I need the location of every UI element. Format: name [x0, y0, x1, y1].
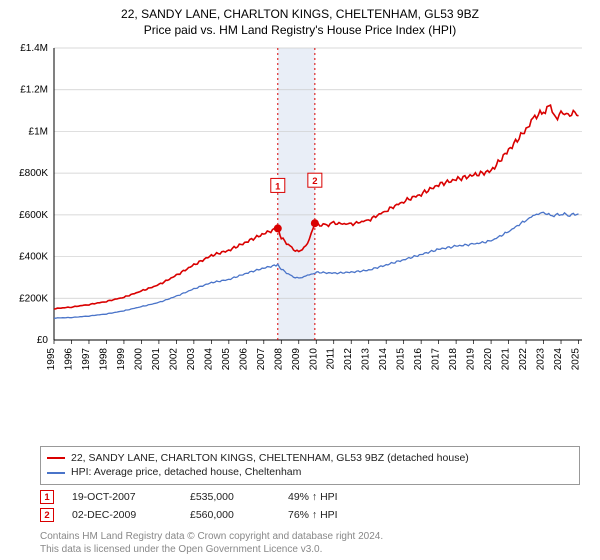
x-tick-label: 2024 — [553, 348, 564, 371]
x-tick-label: 2023 — [536, 348, 547, 371]
chart-container: 22, SANDY LANE, CHARLTON KINGS, CHELTENH… — [0, 0, 600, 560]
sale-date: 19-OCT-2007 — [72, 491, 172, 503]
x-tick-label: 2004 — [203, 348, 214, 371]
line-chart: £0 £200K £400K £600K £800K £1M £1.2M £1.4M 1995 1… — [10, 42, 588, 382]
x-tick-label: 1997 — [81, 348, 92, 371]
y-tick-label: £1.2M — [20, 85, 48, 96]
sale-marker-id: 1 — [275, 182, 281, 193]
x-tick-label: 1996 — [63, 348, 74, 371]
x-tick-label: 2010 — [308, 348, 319, 371]
x-tick-label: 2000 — [133, 348, 144, 371]
sale-price: £535,000 — [190, 491, 270, 503]
sale-hpi: 76% ↑ HPI — [288, 509, 338, 521]
legend-swatch — [47, 457, 65, 459]
y-tick-label: £1.4M — [20, 43, 48, 54]
x-tick-label: 2021 — [501, 348, 512, 371]
footer-line1: Contains HM Land Registry data © Crown c… — [40, 530, 580, 543]
legend: 22, SANDY LANE, CHARLTON KINGS, CHELTENH… — [40, 446, 580, 485]
x-tick-label: 2016 — [413, 348, 424, 371]
x-tick-label: 1995 — [46, 348, 57, 371]
shaded-band — [278, 48, 315, 340]
x-tick-label: 2019 — [466, 348, 477, 371]
x-tick-label: 2018 — [448, 348, 459, 371]
x-tick-label: 2002 — [168, 348, 179, 371]
sale-marker-id: 2 — [312, 177, 317, 188]
sale-date: 02-DEC-2009 — [72, 509, 172, 521]
series-price_paid — [54, 105, 579, 309]
y-tick-label: £800K — [19, 169, 48, 180]
x-tick-label: 1999 — [116, 348, 127, 371]
x-tick-label: 2009 — [291, 348, 302, 371]
x-tick-label: 2011 — [326, 348, 337, 370]
title-address: 22, SANDY LANE, CHARLTON KINGS, CHELTENH… — [10, 6, 590, 22]
legend-swatch — [47, 472, 65, 474]
footer-line2: This data is licensed under the Open Gov… — [40, 543, 580, 556]
series-hpi — [54, 213, 579, 319]
x-tick-label: 2022 — [518, 348, 529, 371]
y-tick-label: £0 — [37, 335, 49, 346]
sale-marker-icon: 2 — [40, 508, 54, 522]
x-tick-label: 2006 — [238, 348, 249, 371]
y-tick-label: £400K — [19, 252, 48, 263]
x-tick-label: 2013 — [361, 348, 372, 371]
sale-dot — [311, 220, 319, 228]
x-tick-label: 2014 — [378, 348, 389, 371]
y-tick-label: £600K — [19, 210, 48, 221]
sale-dot — [274, 225, 282, 233]
chart-area: £0 £200K £400K £600K £800K £1M £1.2M £1.4M 1995 1… — [10, 42, 590, 441]
footer-attribution: Contains HM Land Registry data © Crown c… — [40, 530, 580, 556]
sale-marker-icon: 1 — [40, 490, 54, 504]
legend-label: HPI: Average price, detached house, Chel… — [71, 465, 301, 480]
title-subtitle: Price paid vs. HM Land Registry's House … — [10, 22, 590, 38]
x-tick-label: 2001 — [151, 348, 162, 371]
x-tick-label: 2020 — [483, 348, 494, 371]
sale-row: 2 02-DEC-2009 £560,000 76% ↑ HPI — [40, 506, 580, 524]
sale-price: £560,000 — [190, 509, 270, 521]
legend-item: HPI: Average price, detached house, Chel… — [47, 465, 573, 480]
sales-list: 1 19-OCT-2007 £535,000 49% ↑ HPI 2 02-DEC-200… — [40, 488, 580, 524]
x-tick-label: 2015 — [396, 348, 407, 371]
y-tick-label: £200K — [19, 294, 48, 305]
x-tick-label: 2017 — [431, 348, 442, 371]
x-tick-label: 2003 — [186, 348, 197, 371]
chart-title: 22, SANDY LANE, CHARLTON KINGS, CHELTENH… — [10, 6, 590, 38]
legend-label: 22, SANDY LANE, CHARLTON KINGS, CHELTENH… — [71, 451, 469, 466]
x-tick-label: 2005 — [221, 348, 232, 371]
legend-item: 22, SANDY LANE, CHARLTON KINGS, CHELTENH… — [47, 451, 573, 466]
x-tick-label: 2008 — [273, 348, 284, 371]
x-tick-label: 2007 — [256, 348, 267, 371]
x-tick-label: 2025 — [571, 348, 582, 371]
sale-row: 1 19-OCT-2007 £535,000 49% ↑ HPI — [40, 488, 580, 506]
x-tick-label: 2012 — [343, 348, 354, 371]
y-tick-label: £1M — [29, 127, 48, 138]
sale-hpi: 49% ↑ HPI — [288, 491, 338, 503]
x-tick-label: 1998 — [98, 348, 109, 371]
